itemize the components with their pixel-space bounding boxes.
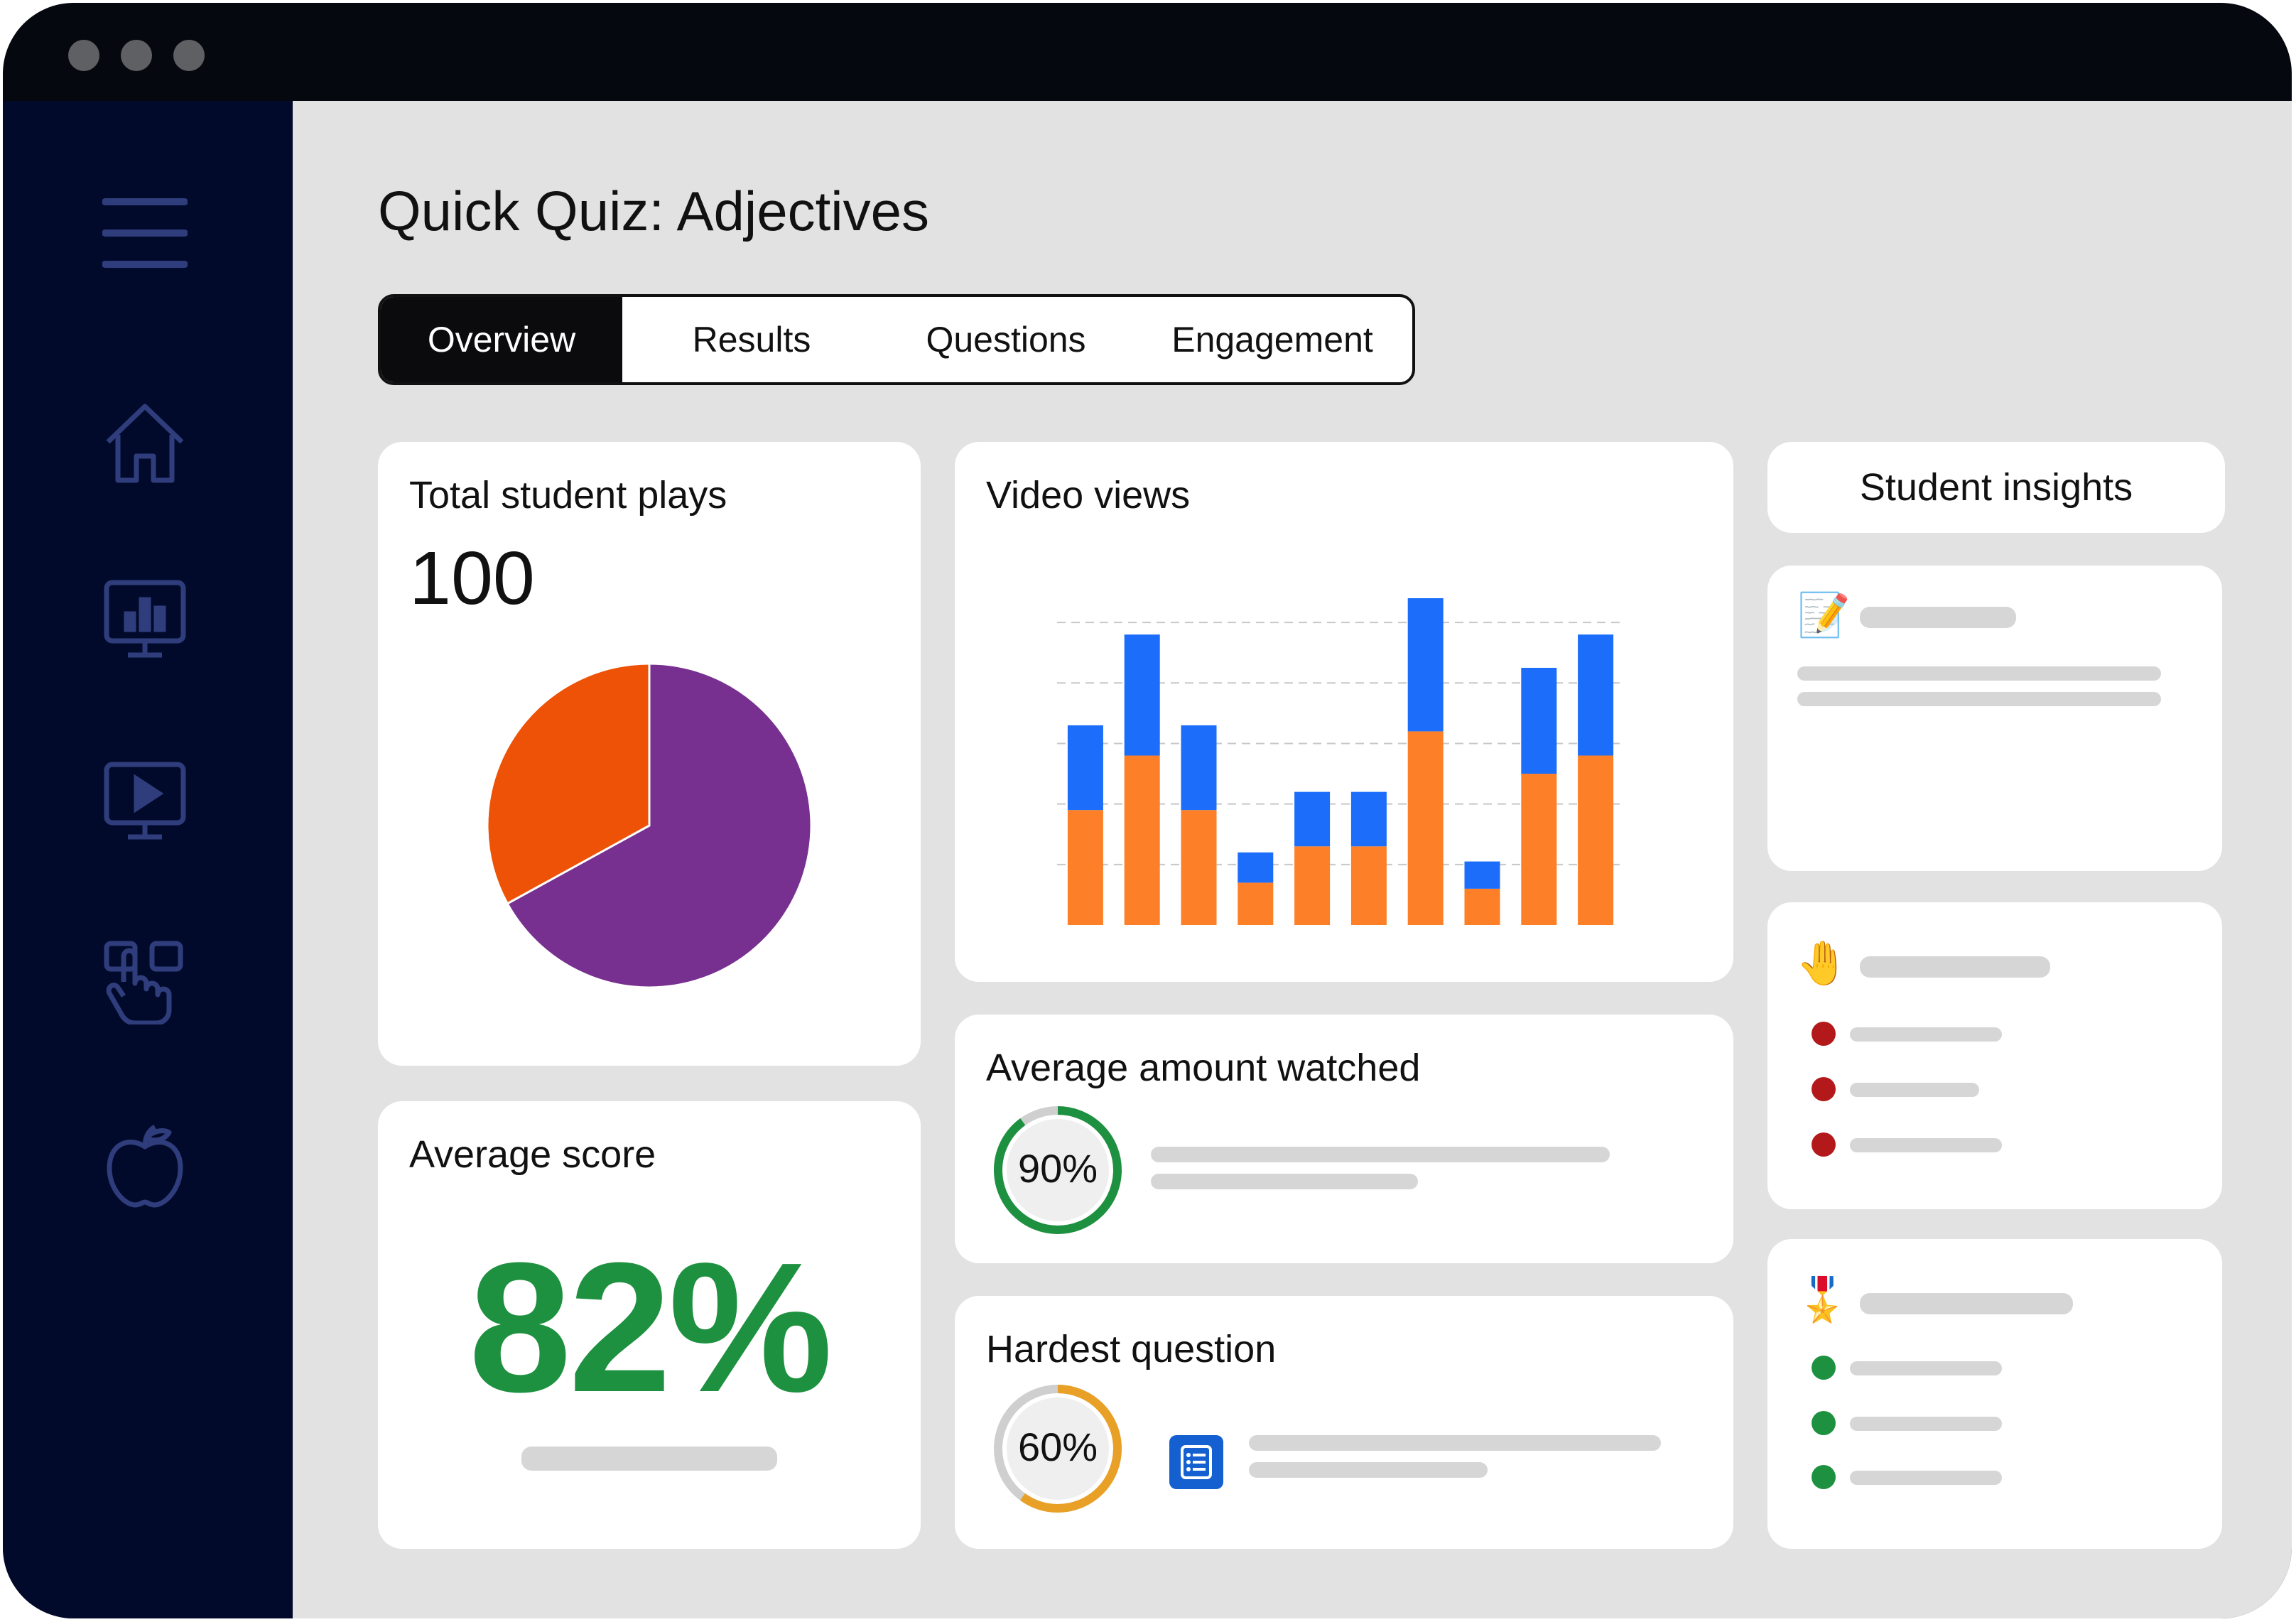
watched-ring-fill <box>1007 1119 1109 1221</box>
watched-placeholder-line-1 <box>1151 1147 1610 1162</box>
hardest-placeholder-line-2 <box>1249 1462 1488 1478</box>
page-title: Quick Quiz: Adjectives <box>378 180 929 242</box>
video-views-card: Video views <box>955 442 1733 982</box>
total-plays-title: Total student plays <box>409 474 727 517</box>
bar-8-series-1 <box>1521 667 1557 774</box>
bar-6-series-1 <box>1407 598 1444 732</box>
bar-9-series-1 <box>1578 634 1614 756</box>
student-status-dot <box>1812 1022 1836 1046</box>
main-content: Quick Quiz: Adjectives Overview Results … <box>293 101 2292 1618</box>
student-name-placeholder <box>1850 1361 2002 1375</box>
insight-heading-placeholder <box>1860 956 2050 978</box>
hardest-question-card: Hardest question 60% <box>955 1296 1733 1549</box>
window-maximize-dot[interactable] <box>173 40 205 71</box>
bar-8-series-0 <box>1521 774 1557 925</box>
student-name-placeholder <box>1850 1417 2002 1431</box>
bar-7-series-0 <box>1464 888 1500 925</box>
plays-pie-chart <box>486 662 813 989</box>
insight-heading-placeholder <box>1860 1293 2073 1314</box>
menu-icon[interactable] <box>102 193 188 279</box>
watched-ring-progress <box>994 1106 1122 1234</box>
sidebar <box>3 101 293 1618</box>
average-watched-card: Average amount watched 90% <box>955 1015 1733 1263</box>
bar-9-series-0 <box>1578 755 1614 925</box>
insight-text-placeholder-1 <box>1797 666 2161 681</box>
insight-text-placeholder-2 <box>1797 692 2161 706</box>
hardest-ring-fill <box>1007 1397 1109 1500</box>
pie-slice-0 <box>506 662 813 989</box>
video-views-chart <box>1057 598 1624 925</box>
list-icon[interactable] <box>1169 1435 1223 1489</box>
student-insights-header: Student insights <box>1767 442 2225 533</box>
average-score-title: Average score <box>409 1133 656 1176</box>
tab-engagement[interactable]: Engagement <box>1171 320 1373 359</box>
hardest-ring-progress <box>994 1385 1122 1513</box>
apple-icon[interactable] <box>102 1123 188 1208</box>
pie-slice-1 <box>486 662 651 905</box>
insight-card-struggling: 🤚 <box>1767 902 2222 1209</box>
hardest-progress-ring <box>994 1385 1122 1513</box>
student-status-dot <box>1812 1077 1836 1101</box>
bar-1-series-1 <box>1124 634 1160 756</box>
student-status-dot <box>1812 1356 1836 1380</box>
tab-results[interactable]: Results <box>692 320 811 359</box>
bar-5-series-0 <box>1350 846 1387 925</box>
student-status-dot <box>1812 1411 1836 1435</box>
window-minimize-dot[interactable] <box>121 40 152 71</box>
hardest-value: 60% <box>1017 1424 1098 1469</box>
home-icon[interactable] <box>102 399 188 485</box>
average-score-card: Average score 82% <box>378 1101 921 1549</box>
video-icon[interactable] <box>102 759 188 844</box>
bar-6-series-0 <box>1407 731 1444 925</box>
interactive-icon[interactable] <box>102 939 188 1024</box>
insight-card-top: 🎖️ <box>1767 1239 2222 1549</box>
bar-5-series-1 <box>1350 791 1387 847</box>
insight-card-notes: 📝 <box>1767 566 2222 871</box>
total-plays-card: Total student plays 100 <box>378 442 921 1066</box>
bar-2-series-1 <box>1181 725 1217 811</box>
raised-hand-icon: 🤚 <box>1796 939 1849 987</box>
score-placeholder-bar <box>521 1447 777 1471</box>
medal-icon: 🎖️ <box>1796 1276 1849 1324</box>
bar-3-series-1 <box>1238 852 1274 883</box>
tab-overview[interactable]: Overview <box>381 297 622 382</box>
window-close-dot[interactable] <box>68 40 99 71</box>
average-watched-title: Average amount watched <box>986 1047 1421 1089</box>
student-name-placeholder <box>1850 1027 2002 1042</box>
hardest-placeholder-line-1 <box>1249 1435 1661 1451</box>
watched-placeholder-line-2 <box>1151 1174 1418 1189</box>
bar-4-series-1 <box>1294 791 1331 847</box>
bar-0-series-1 <box>1067 725 1103 811</box>
tab-bar: Overview Results Questions Engagement <box>378 294 1415 385</box>
watched-progress-ring <box>994 1106 1122 1234</box>
app-window: Quick Quiz: Adjectives Overview Results … <box>3 3 2292 1618</box>
bar-2-series-0 <box>1181 810 1217 925</box>
tab-questions[interactable]: Questions <box>926 320 1086 359</box>
memo-icon: 📝 <box>1797 591 1851 639</box>
student-name-placeholder <box>1850 1471 2002 1485</box>
student-insights-title: Student insights <box>1859 466 2133 509</box>
student-name-placeholder <box>1850 1083 1979 1097</box>
bar-7-series-1 <box>1464 861 1500 889</box>
insight-heading-placeholder <box>1860 607 2016 628</box>
watched-value: 90% <box>1017 1146 1098 1191</box>
student-status-dot <box>1812 1465 1836 1489</box>
student-status-dot <box>1812 1132 1836 1157</box>
total-plays-value: 100 <box>409 536 535 620</box>
bar-0-series-0 <box>1067 810 1103 925</box>
bar-1-series-0 <box>1124 755 1160 925</box>
bar-3-series-0 <box>1238 882 1274 925</box>
bar-4-series-0 <box>1294 846 1331 925</box>
student-name-placeholder <box>1850 1138 2002 1152</box>
average-score-value: 82% <box>468 1225 833 1431</box>
video-views-title: Video views <box>986 474 1191 517</box>
hardest-question-title: Hardest question <box>986 1328 1277 1370</box>
reports-icon[interactable] <box>102 577 188 662</box>
